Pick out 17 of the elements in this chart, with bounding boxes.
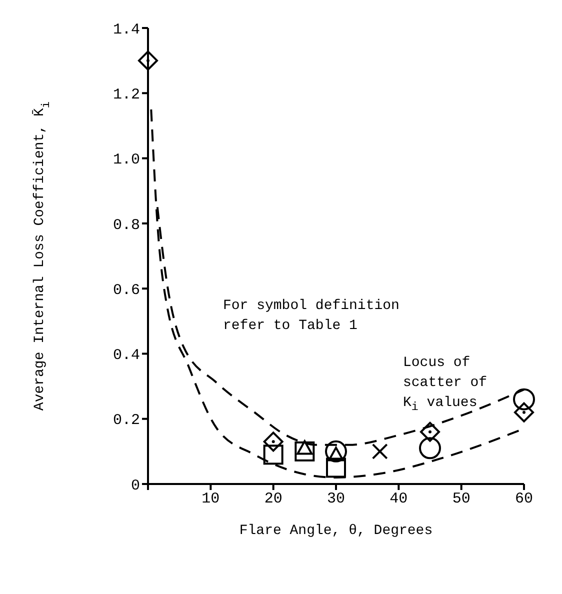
- x-tick-label: 60: [514, 490, 534, 508]
- y-tick-label: 1.0: [112, 152, 140, 169]
- x-tick-label: 10: [202, 490, 220, 508]
- y-tick-label: 1.2: [112, 86, 140, 104]
- y-tick-label: 0.4: [112, 347, 140, 364]
- x-tick-label: 30: [326, 490, 346, 508]
- x-tick-label: 40: [390, 490, 408, 508]
- y-tick-label: 0.2: [112, 412, 140, 430]
- y-tick-label: 0.6: [112, 282, 140, 299]
- x-tick-label: 20: [264, 490, 282, 508]
- x-tick-label: 50: [452, 490, 470, 508]
- x-axis-title: Flare Angle, θ, Degrees: [239, 523, 433, 539]
- annotation: For symbol definition refer to Table 1: [223, 297, 400, 336]
- annotation: Locus of scatter of K$_{i}$ values: [403, 354, 488, 416]
- y-tick-label: 0: [130, 477, 140, 494]
- y-tick-label: 1.4: [112, 21, 140, 38]
- y-tick-label: 0.8: [112, 216, 140, 234]
